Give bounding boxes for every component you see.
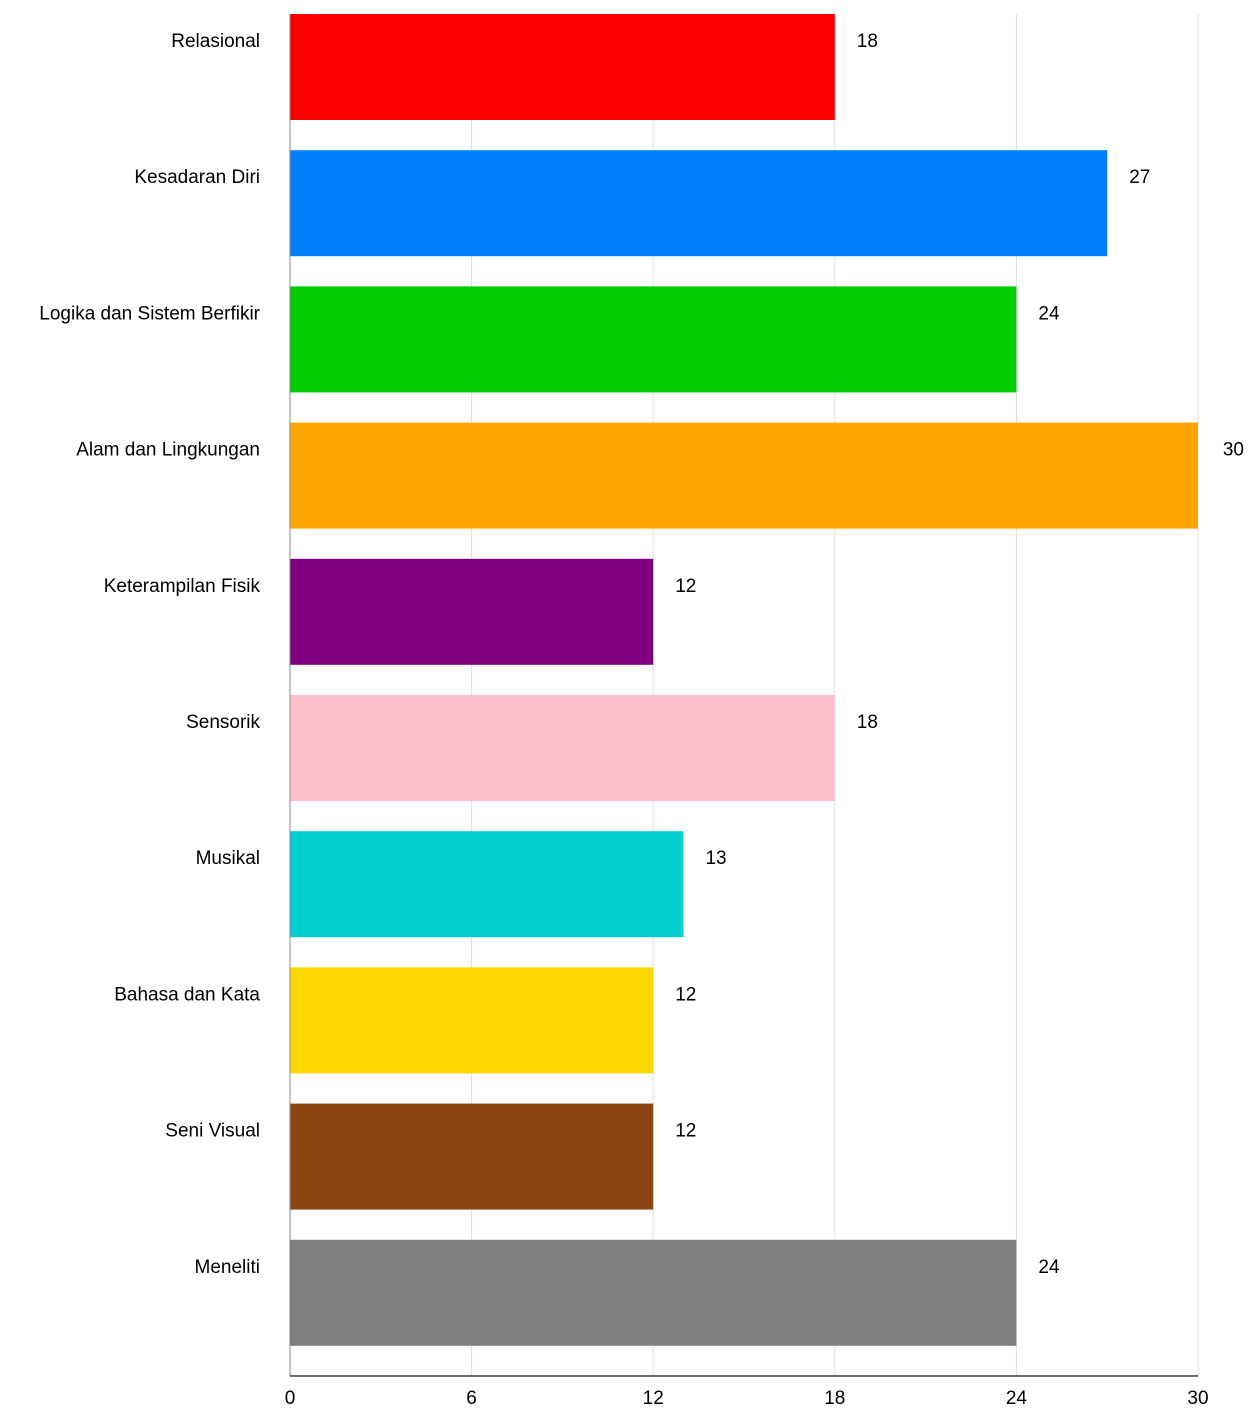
data-label: 12 [675, 984, 696, 1005]
bars [290, 14, 1198, 1346]
bar-kesadaran-diri [290, 150, 1108, 257]
bar-alam-dan-lingkungan [290, 422, 1198, 529]
category-label: Kesadaran Diri [134, 167, 260, 188]
category-label: Alam dan Lingkungan [76, 440, 260, 461]
data-label: 12 [675, 1121, 696, 1142]
x-tick-label: 24 [1006, 1388, 1028, 1409]
category-label: Bahasa dan Kata [114, 984, 260, 1005]
x-tick-label: 0 [285, 1388, 296, 1409]
bar-logika-dan-sistem-berfikir [290, 286, 1017, 393]
data-label: 24 [1038, 1257, 1060, 1278]
x-tick-label: 12 [643, 1388, 664, 1409]
data-label: 24 [1038, 303, 1060, 324]
data-label: 30 [1223, 440, 1244, 461]
data-label: 18 [857, 712, 878, 733]
category-label: Seni Visual [165, 1121, 260, 1142]
bar-relasional [290, 14, 835, 120]
category-label: Sensorik [186, 712, 260, 733]
bar-sensorik [290, 695, 835, 801]
category-label: Relasional [171, 31, 260, 52]
bar-keterampilan-fisik [290, 558, 654, 665]
data-label: 27 [1129, 167, 1150, 188]
data-label: 12 [675, 576, 696, 597]
bar-musikal [290, 831, 684, 938]
bar-bahasa-dan-kata [290, 967, 654, 1074]
x-tick-label: 6 [466, 1388, 477, 1409]
x-tick-label: 18 [824, 1388, 845, 1409]
data-label: 18 [857, 31, 878, 52]
axes [289, 14, 1198, 1377]
bar-meneliti [290, 1239, 1017, 1346]
category-label: Logika dan Sistem Berfikir [39, 303, 260, 324]
category-label: Meneliti [195, 1257, 260, 1278]
labels: 0 6 12 18 24 30 Relasional 18 Kesadaran Diri 27 Lo… [39, 31, 1244, 1409]
category-label: Musikal [196, 848, 260, 869]
bar-seni-visual [290, 1103, 654, 1210]
category-label: Keterampilan Fisik [104, 576, 261, 597]
x-tick-label: 30 [1187, 1388, 1208, 1409]
data-label: 13 [705, 848, 726, 869]
